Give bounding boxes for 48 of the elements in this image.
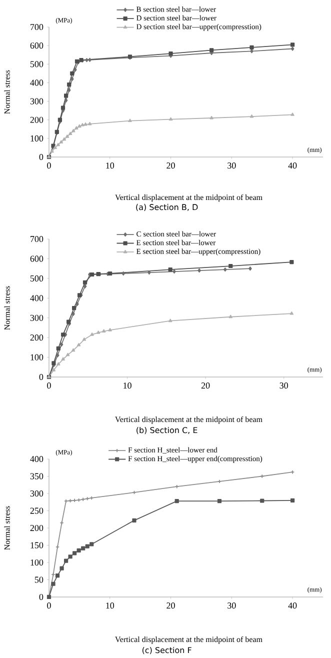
x-tick-label: 30: [280, 382, 288, 389]
text: (c) Section F: [142, 646, 192, 654]
y-tick-label: 200: [30, 524, 44, 532]
y-tick-label: 400: [30, 295, 44, 302]
y-tick-label: 400: [30, 80, 44, 86]
x-tick-label: 10: [106, 162, 114, 169]
y-tick-label: 200: [30, 334, 44, 341]
y-tick-label: 350: [30, 473, 44, 480]
y-tick-label: 300: [30, 314, 44, 321]
x-tick-label: 10: [106, 602, 114, 609]
y-tick-label: 500: [30, 61, 44, 68]
y-tick-label: 600: [30, 256, 44, 262]
y-axis-title: Normal stress: [4, 70, 10, 114]
y-tick-label: 0: [39, 594, 44, 600]
y-tick-label: 300: [30, 490, 44, 497]
y-tick-label: 50: [34, 576, 44, 583]
x-tick-label: 40: [288, 602, 297, 609]
x-tick-label: 20: [166, 602, 175, 609]
x-tick-label: 20: [166, 162, 175, 169]
x-tick-label: 30: [228, 162, 236, 169]
y-tick-label: 200: [30, 116, 44, 123]
x-tick-label: 0: [47, 382, 51, 389]
y-tick-label: 400: [30, 456, 44, 462]
x-tick-label: 0: [47, 602, 51, 609]
text: (a) Section B, D: [136, 204, 198, 212]
x-axis-title: Vertical displacement at the midpoint of beam: [115, 636, 262, 644]
y-tick-label: 700: [30, 236, 44, 242]
y-tick-label: 100: [30, 354, 44, 360]
x-tick-label: 0: [47, 162, 51, 169]
text: (b) Section C, E: [136, 426, 198, 434]
y-tick-label: 500: [30, 275, 44, 282]
x-tick-label: 10: [124, 382, 132, 389]
y-tick-label: 0: [39, 374, 44, 380]
x-tick-label: 30: [228, 602, 236, 609]
y-tick-label: 100: [30, 135, 44, 142]
y-axis-title: Normal stress: [4, 506, 10, 550]
y-tick-label: 250: [30, 508, 44, 514]
x-tick-label: 20: [201, 382, 210, 389]
y-tick-label: 300: [30, 98, 44, 104]
y-tick-label: 700: [30, 24, 44, 30]
y-tick-label: 600: [30, 42, 44, 49]
x-axis-title: Vertical displacement at the midpoint of beam: [115, 416, 262, 424]
y-tick-label: 150: [30, 542, 44, 548]
y-tick-label: 0: [39, 154, 44, 160]
x-axis-title: Vertical displacement at the midpoint of beam: [115, 194, 262, 202]
y-axis-title: Normal stress: [4, 286, 10, 330]
y-tick-label: 100: [30, 559, 44, 566]
x-tick-label: 40: [288, 162, 297, 169]
